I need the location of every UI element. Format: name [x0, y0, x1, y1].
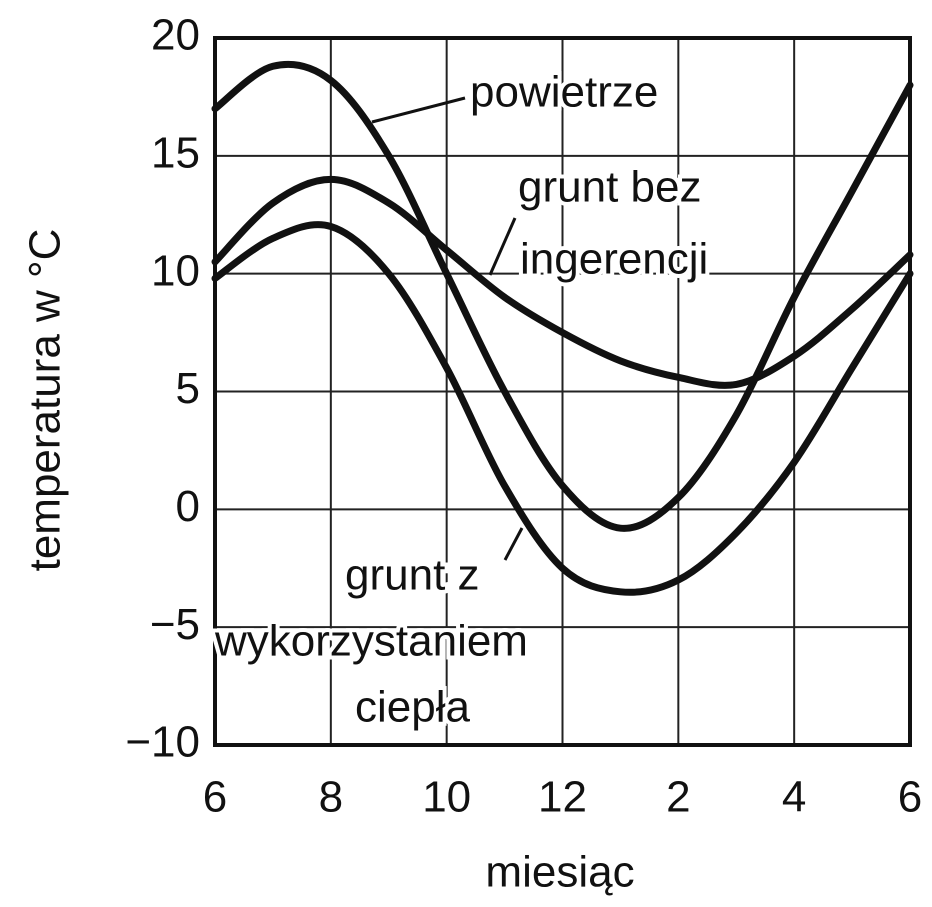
leader-line — [488, 217, 517, 276]
series-label: ingerencji — [520, 235, 708, 284]
x-tick-label: 10 — [422, 773, 471, 822]
series-label: grunt z — [345, 551, 480, 600]
y-axis-label: temperatura w °C — [21, 229, 70, 572]
y-tick-label: 5 — [176, 364, 200, 413]
y-tick-label: −5 — [150, 600, 200, 649]
x-tick-label: 4 — [782, 773, 806, 822]
leader-line — [503, 527, 524, 561]
y-tick-label: 20 — [151, 11, 200, 60]
x-tick-label: 12 — [538, 773, 587, 822]
series-line — [211, 175, 914, 389]
x-tick-label: 2 — [666, 773, 690, 822]
x-tick-label: 8 — [319, 773, 343, 822]
series-line — [211, 60, 914, 532]
curves — [211, 60, 914, 596]
x-tick-label: 6 — [203, 773, 227, 822]
y-tick-label: −10 — [125, 718, 200, 767]
x-tick-label: 6 — [898, 773, 922, 822]
series-label: ciepła — [355, 683, 470, 732]
x-axis-label: miesiąc — [485, 848, 634, 897]
series-label: wykorzystaniem — [214, 617, 528, 666]
leader-line — [371, 96, 466, 124]
series-label: grunt bez — [518, 163, 701, 212]
y-tick-label: 15 — [151, 128, 200, 177]
y-tick-label: 0 — [176, 482, 200, 531]
y-tick-label: 10 — [151, 246, 200, 295]
series-label: powietrze — [470, 68, 658, 117]
series-line — [211, 221, 914, 596]
plot-frame — [213, 36, 912, 747]
